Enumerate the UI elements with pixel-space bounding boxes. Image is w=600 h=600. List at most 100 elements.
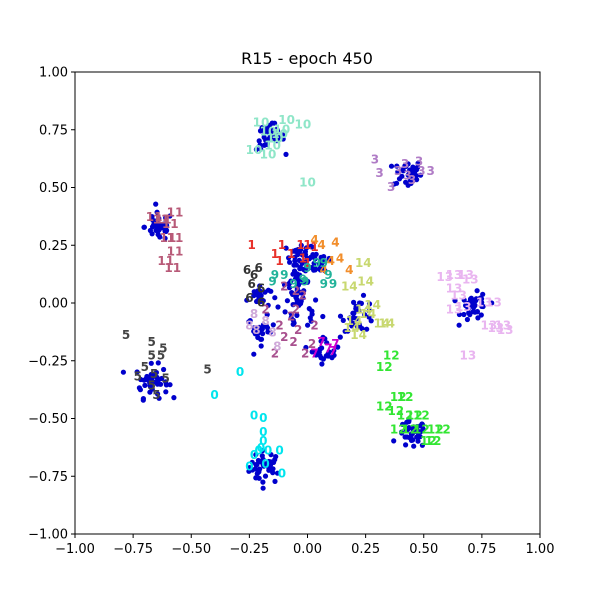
cluster-label-5: 5 — [148, 335, 156, 349]
data-point-cluster-0 — [259, 453, 265, 459]
data-point-cluster-8 — [260, 331, 266, 337]
data-point-cluster-9 — [291, 268, 298, 274]
data-point-cluster-11 — [162, 235, 168, 241]
cluster-label-9: 9 — [320, 277, 328, 291]
cluster-label-3: 3 — [375, 166, 383, 180]
data-point-cluster-13 — [456, 311, 462, 318]
data-point-cluster-2 — [282, 309, 288, 315]
data-point-cluster-1 — [287, 259, 293, 265]
data-point-cluster-8 — [260, 322, 266, 328]
data-point-cluster-11 — [157, 234, 163, 240]
data-point-cluster-10 — [268, 127, 274, 133]
cluster-label-8: 8 — [261, 314, 269, 328]
data-point-cluster-4 — [321, 254, 327, 260]
data-point-cluster-6 — [254, 298, 261, 304]
data-point-cluster-14 — [358, 300, 364, 306]
cluster-label-7: 7 — [324, 342, 332, 356]
cluster-label-1: 1 — [278, 238, 286, 252]
cluster-label-6: 6 — [243, 263, 251, 277]
data-point-cluster-3 — [403, 163, 409, 169]
cluster-label-6: 6 — [255, 261, 263, 275]
data-point-cluster-13 — [480, 291, 486, 297]
cluster-label-3: 3 — [387, 180, 395, 194]
cluster-label-9: 9 — [324, 268, 332, 282]
data-point-cluster-0 — [253, 462, 259, 468]
data-point-cluster-14 — [340, 317, 346, 323]
data-point-cluster-5 — [171, 395, 177, 401]
chart-title: R15 - epoch 450 — [241, 49, 373, 68]
data-point-cluster-1 — [299, 260, 305, 266]
cluster-label-8: 8 — [268, 326, 276, 340]
data-point-cluster-10 — [280, 136, 286, 142]
data-point-cluster-1 — [292, 248, 298, 254]
data-point-cluster-5 — [155, 360, 161, 366]
data-point-cluster-5 — [141, 377, 147, 383]
data-point-cluster-9 — [297, 272, 303, 278]
cluster-label-1: 1 — [303, 256, 311, 270]
data-point-cluster-4 — [311, 260, 317, 266]
data-point-cluster-10 — [276, 133, 282, 139]
cluster-label-13: 13 — [497, 323, 514, 337]
data-point-cluster-13 — [475, 315, 481, 321]
data-point-cluster-7 — [318, 338, 324, 344]
cluster-label-9: 9 — [289, 277, 297, 291]
cluster-label-4: 4 — [345, 263, 353, 277]
cluster-label-13: 13 — [455, 300, 472, 314]
cluster-label-9: 9 — [313, 256, 321, 270]
data-point-cluster-5 — [148, 360, 154, 366]
cluster-label-13: 13 — [476, 296, 493, 310]
data-point-cluster-2 — [291, 320, 297, 326]
data-point-cluster-10 — [257, 128, 264, 134]
cluster-label-11: 11 — [167, 231, 184, 245]
cluster-label-0: 0 — [259, 425, 267, 439]
cluster-label-14: 14 — [343, 321, 360, 335]
cluster-label-12: 12 — [390, 423, 407, 437]
data-point-cluster-7 — [337, 334, 343, 340]
points-layer — [120, 120, 495, 491]
cluster-label-13: 13 — [460, 349, 477, 363]
cluster-label-13: 13 — [457, 268, 474, 282]
data-point-cluster-11 — [149, 224, 156, 230]
data-point-cluster-5 — [163, 389, 169, 395]
data-point-cluster-12 — [400, 421, 406, 427]
cluster-label-7: 7 — [310, 346, 318, 360]
data-point-cluster-7 — [325, 353, 331, 359]
data-point-cluster-3 — [394, 180, 400, 186]
data-point-cluster-13 — [472, 302, 478, 308]
cluster-label-12: 12 — [420, 434, 437, 448]
cluster-label-5: 5 — [150, 367, 158, 381]
data-point-cluster-10 — [280, 132, 286, 138]
data-point-cluster-0 — [262, 473, 269, 479]
cluster-label-13: 13 — [446, 302, 463, 316]
cluster-label-2: 2 — [292, 302, 300, 316]
cluster-label-7: 7 — [317, 335, 325, 349]
data-point-cluster-4 — [321, 258, 328, 264]
data-point-cluster-14 — [337, 313, 344, 319]
data-point-cluster-5 — [156, 395, 162, 401]
data-point-cluster-4 — [313, 251, 319, 257]
cluster-label-6: 6 — [257, 282, 265, 296]
data-point-cluster-12 — [419, 442, 425, 448]
data-point-cluster-12 — [420, 422, 426, 428]
data-point-cluster-12 — [391, 438, 397, 444]
data-point-cluster-3 — [400, 168, 406, 174]
data-point-cluster-2 — [313, 297, 319, 303]
cluster-label-13: 13 — [462, 272, 479, 286]
data-point-cluster-1 — [303, 245, 310, 251]
cluster-label-0: 0 — [250, 448, 258, 462]
cluster-label-1: 1 — [299, 252, 307, 266]
cluster-label-5: 5 — [141, 360, 149, 374]
cluster-label-12: 12 — [376, 399, 393, 413]
cluster-label-12: 12 — [427, 423, 444, 437]
data-point-cluster-8 — [251, 351, 257, 357]
data-point-cluster-5 — [151, 372, 157, 378]
x-tick-label: −0.75 — [113, 542, 153, 557]
cluster-label-4: 4 — [327, 254, 335, 268]
data-point-cluster-8 — [264, 312, 270, 318]
cluster-label-8: 8 — [252, 323, 260, 337]
data-point-cluster-5 — [120, 369, 126, 375]
data-point-cluster-9 — [295, 282, 302, 288]
data-point-cluster-13 — [480, 303, 486, 310]
cluster-label-4: 4 — [336, 252, 344, 266]
